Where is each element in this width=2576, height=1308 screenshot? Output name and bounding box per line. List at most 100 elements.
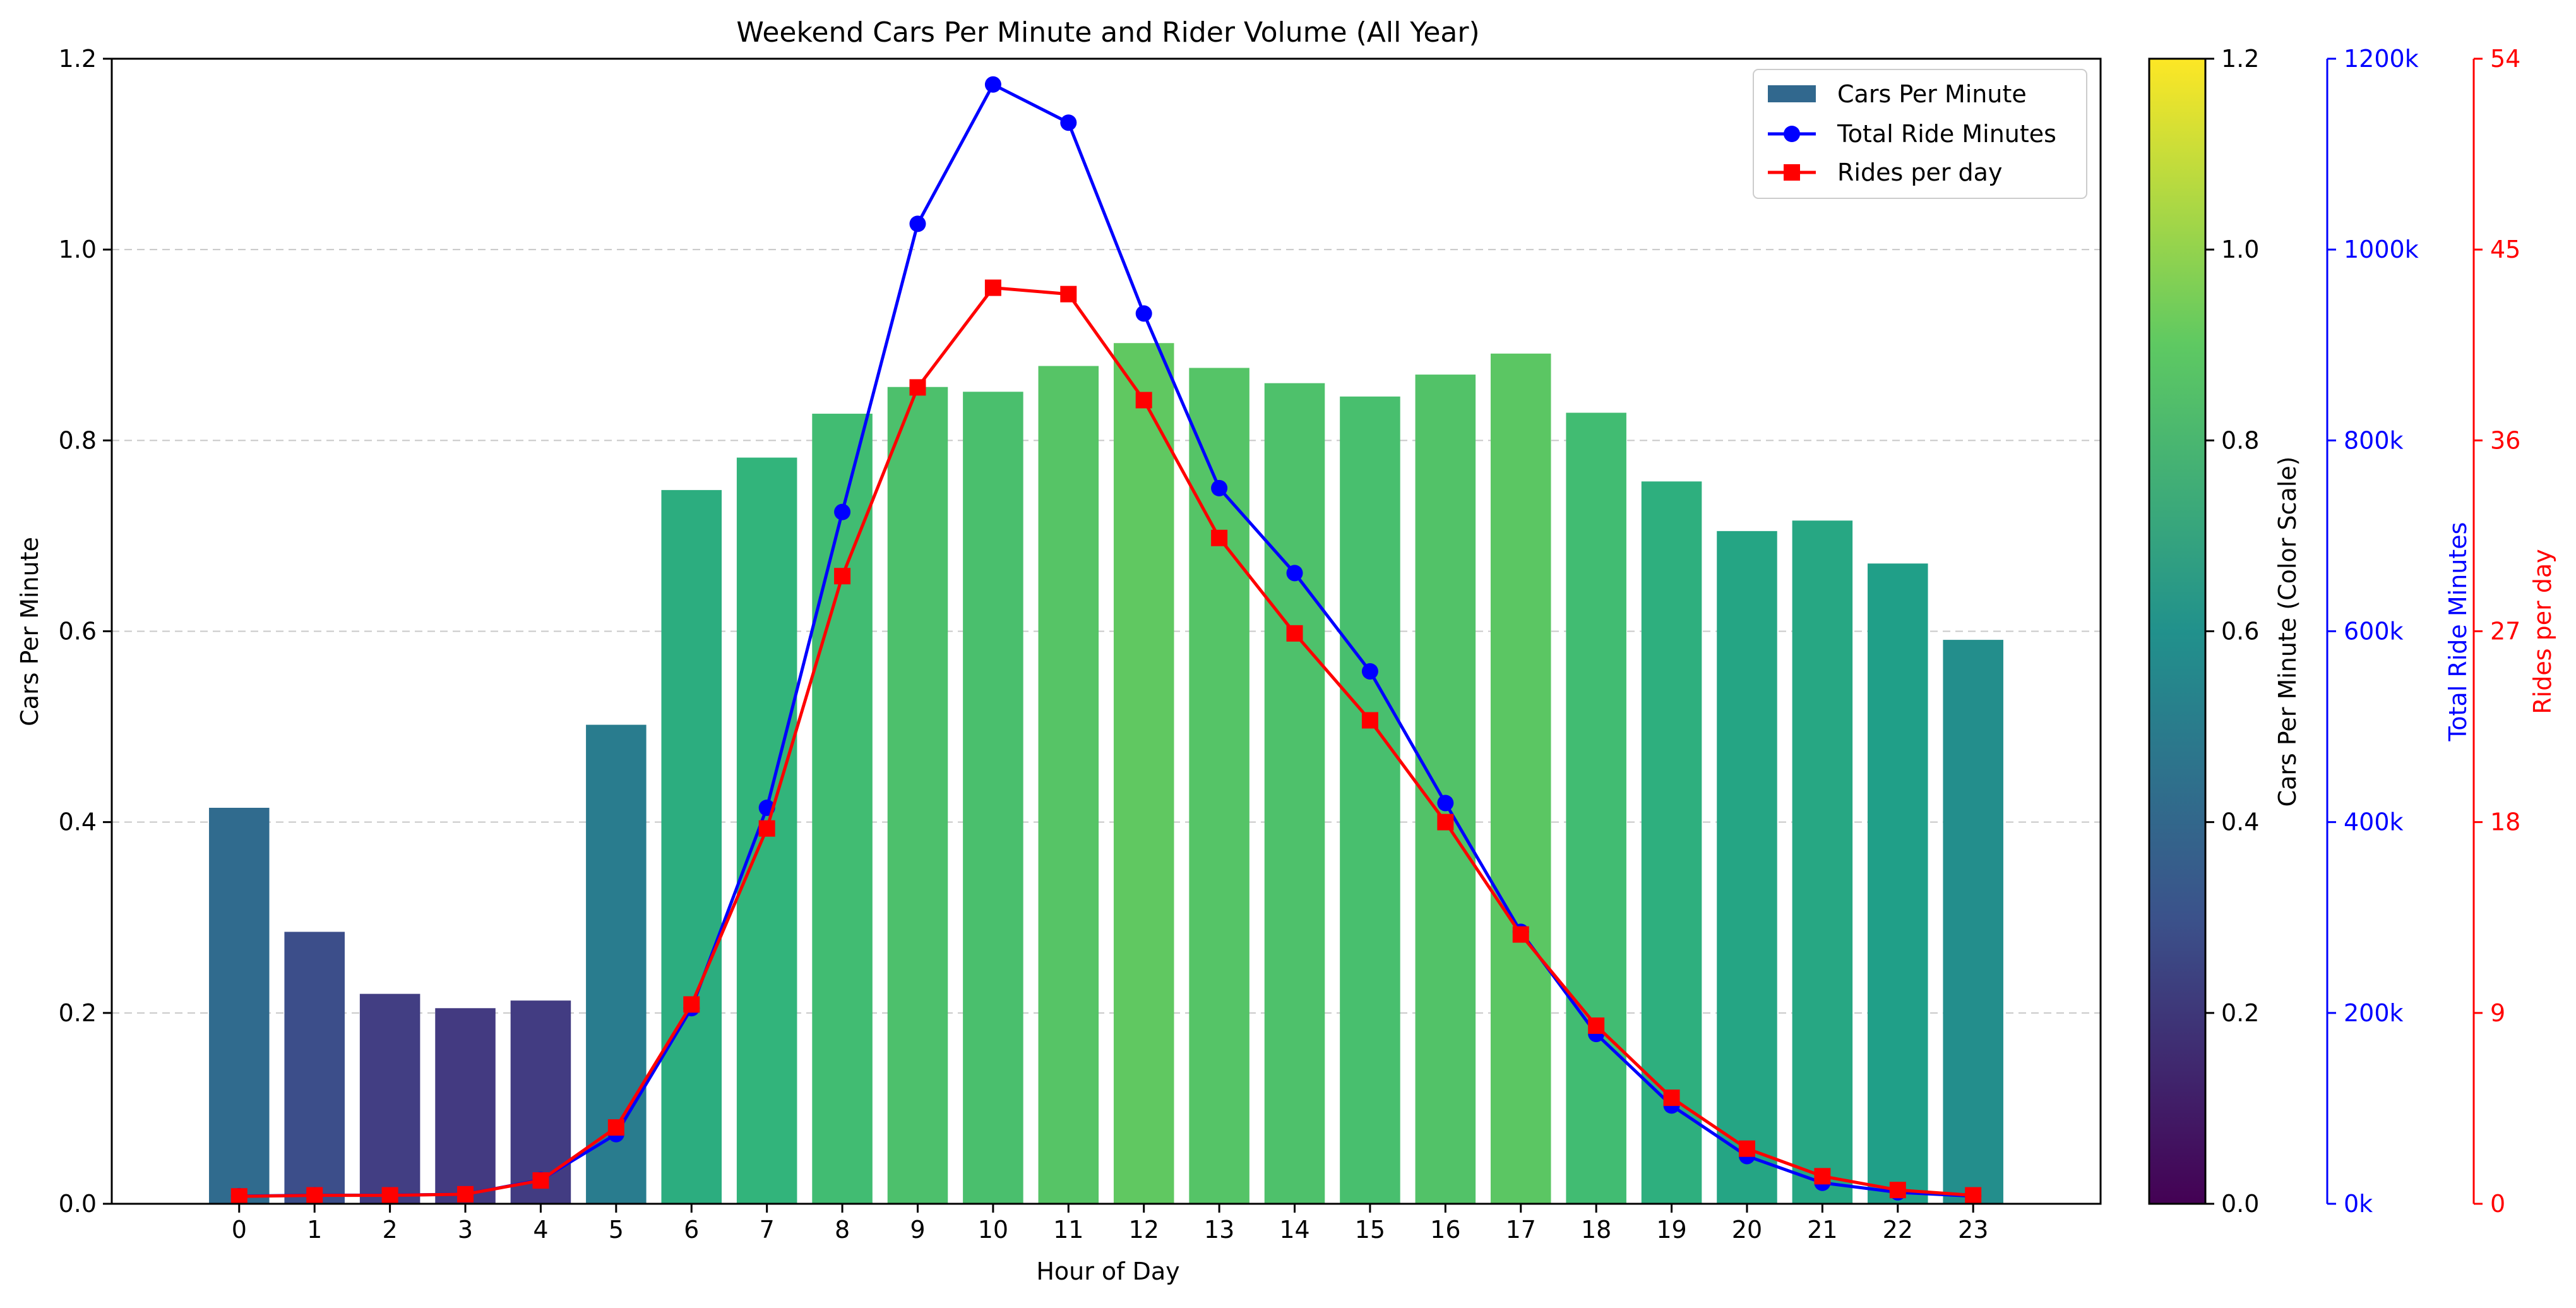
legend-label-bars: Cars Per Minute (1837, 80, 2027, 108)
x-tick-label: 13 (1204, 1216, 1234, 1244)
legend-label-rides-per-day: Rides per day (1837, 159, 2002, 186)
y-tick-label: 0.4 (59, 808, 97, 836)
colorbar-tick-label: 0.8 (2221, 426, 2259, 454)
right-axis-2-tick-label: 36 (2490, 426, 2520, 454)
colorbar-tick-label: 0.6 (2221, 618, 2259, 645)
y-tick-label: 1.0 (59, 236, 97, 263)
right-axis-2-tick-label: 54 (2490, 45, 2520, 73)
right-axis-2-label: Rides per day (2529, 549, 2556, 714)
y-tick-label: 0.8 (59, 426, 97, 454)
right-axis-1-label: Total Ride Minutes (2444, 522, 2472, 742)
x-tick-label: 18 (1581, 1216, 1611, 1244)
legend-box (1753, 69, 2087, 199)
x-tick-label: 11 (1053, 1216, 1083, 1244)
x-tick-label: 9 (910, 1216, 925, 1244)
legend: Cars Per Minute Total Ride Minutes Rides… (1753, 69, 2087, 199)
x-tick-label: 19 (1656, 1216, 1686, 1244)
bar (1113, 343, 1174, 1204)
colorbar-tick-label: 1.2 (2221, 45, 2259, 73)
x-tick-label: 5 (609, 1216, 624, 1244)
x-tick-label: 1 (307, 1216, 322, 1244)
right-axis-1-tick-label: 600k (2344, 618, 2404, 645)
colorbar-tick-label: 0.2 (2221, 999, 2259, 1027)
bar (812, 414, 873, 1204)
bars-layer (209, 343, 2003, 1204)
x-axis: 0 1 2 3 4 5 6 7 8 9 10 11 12 13 14 15 16 17 18 19 20 21 22 23 (232, 1204, 1988, 1244)
bar (1943, 640, 2003, 1204)
point-rides-per-day (1814, 1168, 1831, 1185)
lines-layer (230, 76, 1982, 1205)
x-tick-label: 8 (835, 1216, 850, 1244)
right-axis-2-tick-label: 45 (2490, 236, 2520, 263)
x-tick-label: 0 (232, 1216, 247, 1244)
x-tick-label: 12 (1129, 1216, 1159, 1244)
point-total-ride-minutes (1361, 663, 1378, 680)
right-axis-1-tick-label: 1200k (2344, 45, 2419, 73)
bar (1189, 368, 1249, 1204)
bar (435, 1008, 496, 1204)
point-rides-per-day (381, 1187, 398, 1204)
x-tick-label: 6 (684, 1216, 699, 1244)
legend-swatch-bars (1768, 85, 1816, 102)
bar (1717, 531, 1777, 1204)
x-tick-label: 10 (978, 1216, 1008, 1244)
bar (1415, 375, 1476, 1204)
bar (359, 993, 420, 1204)
x-tick-label: 20 (1732, 1216, 1762, 1244)
bar (1566, 412, 1626, 1204)
y-tick-label: 0.0 (59, 1190, 97, 1218)
bar (1868, 563, 1928, 1204)
point-rides-per-day (683, 996, 700, 1013)
point-rides-per-day (1738, 1140, 1755, 1157)
point-rides-per-day (1663, 1089, 1680, 1107)
point-rides-per-day (1361, 712, 1378, 729)
point-rides-per-day (984, 279, 1001, 296)
bar (963, 392, 1023, 1204)
point-total-ride-minutes (1135, 305, 1152, 322)
point-total-ride-minutes (1211, 479, 1228, 496)
y-tick-label: 0.2 (59, 999, 97, 1027)
y-tick-label: 1.2 (59, 45, 97, 73)
point-total-ride-minutes (1286, 565, 1303, 582)
y-tick-label: 0.6 (59, 618, 97, 645)
point-rides-per-day (532, 1172, 549, 1189)
point-total-ride-minutes (909, 215, 926, 232)
right-axis-1-tick-label: 400k (2344, 808, 2404, 836)
colorbar (2148, 57, 2207, 1205)
legend-label-total-ride-minutes: Total Ride Minutes (1837, 120, 2056, 148)
point-rides-per-day (607, 1119, 624, 1136)
bar (209, 808, 270, 1204)
point-total-ride-minutes (984, 76, 1001, 93)
bar (1038, 366, 1099, 1204)
point-rides-per-day (1286, 625, 1303, 642)
bar (510, 1000, 571, 1204)
colorbar-tick-label: 0.0 (2221, 1190, 2259, 1218)
point-rides-per-day (306, 1187, 323, 1204)
bar (661, 489, 722, 1204)
point-rides-per-day (1965, 1187, 1982, 1204)
point-rides-per-day (1889, 1182, 1906, 1199)
legend-marker-rides-per-day (1784, 164, 1800, 181)
bar (887, 387, 948, 1204)
colorbar-axis: 0.0 0.2 0.4 0.6 0.8 1.0 1.2 (2205, 45, 2259, 1218)
right-axis-1-tick-label: 1000k (2344, 236, 2419, 263)
point-rides-per-day (230, 1188, 247, 1205)
point-rides-per-day (1060, 285, 1077, 303)
right-axis-1-tick-label: 0k (2344, 1190, 2373, 1218)
point-rides-per-day (1437, 813, 1454, 831)
point-rides-per-day (1211, 529, 1228, 546)
point-rides-per-day (909, 379, 926, 396)
x-tick-label: 2 (383, 1216, 398, 1244)
x-tick-label: 16 (1430, 1216, 1460, 1244)
right-axis-2-tick-label: 18 (2490, 808, 2520, 836)
x-tick-label: 22 (1883, 1216, 1913, 1244)
y-axis-label: Cars Per Minute (16, 537, 44, 726)
line-total-ride-minutes (239, 82, 1974, 1198)
colorbar-label: Cars Per Minute (Color Scale) (2274, 456, 2301, 807)
chart-title: Weekend Cars Per Minute and Rider Volume… (736, 16, 1479, 49)
colorbar-tick-label: 1.0 (2221, 236, 2259, 263)
legend-marker-total-ride-minutes (1784, 126, 1800, 142)
bar (1792, 520, 1853, 1204)
